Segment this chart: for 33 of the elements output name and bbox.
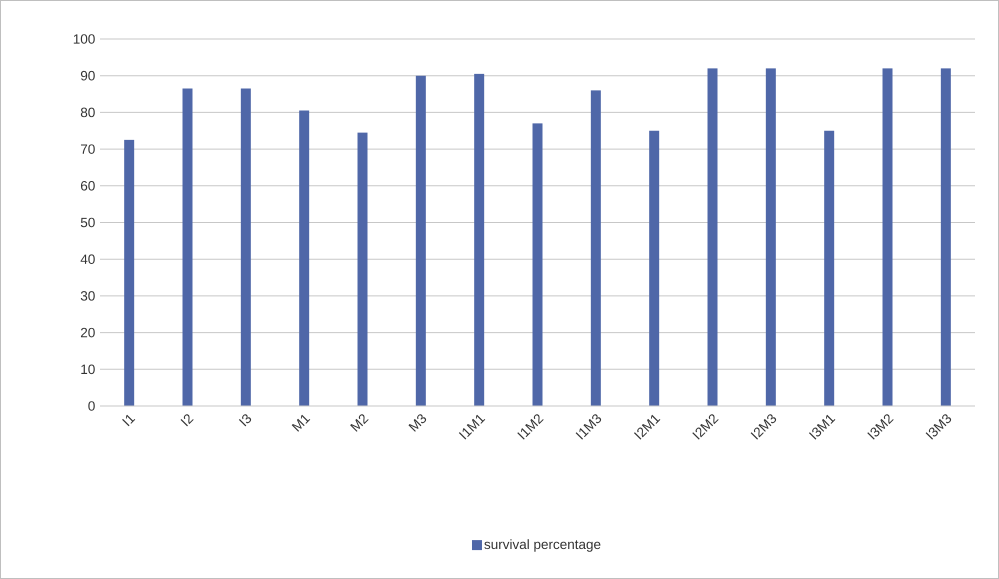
bar bbox=[649, 130, 660, 406]
y-tick-label: 30 bbox=[80, 291, 95, 301]
bar bbox=[474, 74, 484, 406]
y-tick-label: 10 bbox=[81, 364, 95, 374]
bar bbox=[124, 140, 134, 406]
bar bbox=[590, 90, 601, 406]
x-tick-label: M3 bbox=[408, 414, 426, 432]
y-tick-label: 90 bbox=[80, 70, 95, 80]
bar bbox=[416, 76, 426, 406]
bar bbox=[766, 68, 776, 406]
bar bbox=[824, 130, 834, 406]
bar bbox=[299, 110, 310, 406]
y-tick-label: 40 bbox=[80, 254, 95, 264]
bar bbox=[182, 88, 192, 406]
x-tick-label: I3 bbox=[238, 414, 252, 426]
y-tick-label: 80 bbox=[80, 108, 95, 118]
y-tick-label: 0 bbox=[88, 401, 95, 411]
x-tick-label: M2 bbox=[350, 414, 369, 432]
bar bbox=[882, 68, 893, 406]
y-tick-label: 60 bbox=[80, 181, 95, 191]
x-tick-label: I2 bbox=[180, 414, 194, 426]
bar bbox=[532, 123, 543, 406]
y-tick-label: 70 bbox=[80, 144, 95, 154]
legend-label: survival percentage bbox=[484, 539, 600, 552]
x-tick-label: M1 bbox=[292, 414, 310, 432]
y-tick-label: 100 bbox=[74, 34, 95, 44]
bar bbox=[358, 132, 368, 406]
y-tick-label: 20 bbox=[80, 328, 95, 338]
y-tick-label: 50 bbox=[80, 218, 95, 228]
bar bbox=[708, 68, 718, 406]
bar bbox=[240, 88, 251, 406]
x-tick-label: I1 bbox=[122, 414, 136, 426]
bar bbox=[940, 68, 951, 406]
